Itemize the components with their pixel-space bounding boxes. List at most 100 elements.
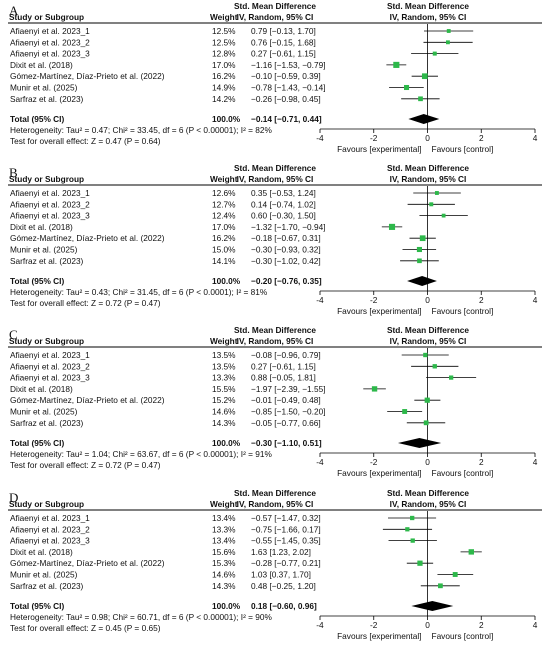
x-tick-label: -2 <box>370 457 378 467</box>
study-name: Afiaenyi et al. 2023_2 <box>10 199 90 209</box>
smd-method-header: IV, Random, 95% CI <box>237 12 314 22</box>
study-weight: 14.3% <box>212 581 236 591</box>
study-point <box>432 364 437 369</box>
study-point <box>446 29 451 33</box>
heterogeneity-stats: Heterogeneity: Tau² = 0.43; Chi² = 31.45… <box>10 287 268 297</box>
x-tick-label: 4 <box>533 295 538 305</box>
x-tick-label: -2 <box>370 620 378 630</box>
study-smd-ci: −0.85 [−1.50, −0.20] <box>251 407 326 417</box>
plot-method-header: IV, Random, 95% CI <box>390 336 467 346</box>
study-point <box>388 223 396 230</box>
x-tick-label: 0 <box>425 295 430 305</box>
study-point <box>410 515 415 521</box>
study-point <box>402 409 408 414</box>
study-smd-ci: 0.60 [−0.30, 1.50] <box>251 211 316 221</box>
study-name: Afiaenyi et al. 2023_1 <box>10 188 90 198</box>
study-point <box>418 96 423 102</box>
weight-column-header: Weight <box>210 499 238 509</box>
study-column-header: Study or Subgroup <box>9 12 84 22</box>
study-point <box>393 61 400 68</box>
x-tick-label: 2 <box>479 133 484 143</box>
pooled-diamond <box>397 438 442 448</box>
study-name: Gómez-Martínez, Díaz-Prieto et al. (2022… <box>10 558 165 568</box>
study-smd-ci: −1.97 [−2.39, −1.55] <box>251 384 326 394</box>
favours-control-label: Favours [control] <box>432 631 494 641</box>
favours-experimental-label: Favours [experimental] <box>337 468 421 478</box>
x-tick-label: 2 <box>479 295 484 305</box>
favours-control-label: Favours [control] <box>432 468 494 478</box>
favours-control-label: Favours [control] <box>432 144 494 154</box>
study-smd-ci: 0.79 [−0.13, 1.70] <box>251 26 316 36</box>
total-smd-ci: −0.20 [−0.76, 0.35] <box>251 276 322 286</box>
study-point <box>421 73 428 80</box>
pooled-diamond <box>411 601 454 611</box>
total-smd-ci: 0.18 [−0.60, 0.96] <box>251 601 317 611</box>
study-name: Afiaenyi et al. 2023_2 <box>10 37 90 47</box>
study-weight: 17.0% <box>212 222 236 232</box>
study-name: Afiaenyi et al. 2023_1 <box>10 350 90 360</box>
x-tick-label: 0 <box>425 620 430 630</box>
study-name: Afiaenyi et al. 2023_2 <box>10 524 90 534</box>
study-name: Sarfraz et al. (2023) <box>10 256 84 266</box>
forest-panel-d: D Std. Mean Difference Std. Mean Differenc… <box>8 488 542 641</box>
plot-method-header: IV, Random, 95% CI <box>390 499 467 509</box>
study-point <box>441 213 446 218</box>
heterogeneity-stats: Heterogeneity: Tau² = 0.47; Chi² = 33.45… <box>10 125 273 135</box>
study-weight: 15.3% <box>212 558 236 568</box>
study-weight: 12.6% <box>212 188 236 198</box>
study-smd-ci: −0.18 [−0.67, 0.31] <box>251 233 321 243</box>
overall-effect-test: Test for overall effect: Z = 0.47 (P = 0… <box>10 136 161 146</box>
study-smd-ci: −0.28 [−0.77, 0.21] <box>251 558 321 568</box>
study-weight: 12.4% <box>212 211 236 221</box>
total-label: Total (95% CI) <box>10 438 64 448</box>
study-name: Gómez-Martínez, Díaz-Prieto et al. (2022… <box>10 233 165 243</box>
study-name: Afiaenyi et al. 2023_2 <box>10 361 90 371</box>
study-column-header: Study or Subgroup <box>9 499 84 509</box>
total-weight: 100.0% <box>212 276 241 286</box>
x-tick-label: 2 <box>479 457 484 467</box>
study-point <box>432 51 437 56</box>
overall-effect-test: Test for overall effect: Z = 0.72 (P = 0… <box>10 298 161 308</box>
x-tick-label: 4 <box>533 620 538 630</box>
study-smd-ci: −0.10 [−0.59, 0.39] <box>251 71 321 81</box>
x-tick-label: -4 <box>316 457 324 467</box>
study-point <box>424 397 430 403</box>
study-name: Sarfraz et al. (2023) <box>10 581 84 591</box>
study-smd-ci: −0.30 [−1.02, 0.42] <box>251 256 321 266</box>
study-smd-ci: −0.26 [−0.98, 0.45] <box>251 94 321 104</box>
study-smd-ci: −0.08 [−0.96, 0.79] <box>251 350 321 360</box>
study-smd-ci: 0.88 [−0.05, 1.81] <box>251 373 316 383</box>
study-smd-ci: 0.35 [−0.53, 1.24] <box>251 188 316 198</box>
study-point <box>446 40 450 45</box>
heterogeneity-stats: Heterogeneity: Tau² = 1.04; Chi² = 63.67… <box>10 449 273 459</box>
study-point <box>434 191 439 195</box>
study-smd-ci: 0.14 [−0.74, 1.02] <box>251 199 316 209</box>
study-smd-ci: 0.27 [−0.61, 1.15] <box>251 361 316 371</box>
study-point <box>468 549 475 555</box>
total-weight: 100.0% <box>212 438 241 448</box>
study-name: Sarfraz et al. (2023) <box>10 418 84 428</box>
forest-panel-a: A Std. Mean Difference Std. Mean Differenc… <box>8 1 542 154</box>
study-point <box>423 420 429 426</box>
x-tick-label: 2 <box>479 620 484 630</box>
study-column-header: Study or Subgroup <box>9 174 84 184</box>
study-weight: 16.2% <box>212 233 236 243</box>
forest-panel-c: C Std. Mean Difference Std. Mean Differenc… <box>8 325 542 478</box>
total-weight: 100.0% <box>212 114 241 124</box>
smd-plot-title: Std. Mean Difference <box>387 325 469 335</box>
study-smd-ci: 0.76 [−0.15, 1.68] <box>251 37 316 47</box>
x-tick-label: -4 <box>316 620 324 630</box>
smd-plot-title: Std. Mean Difference <box>387 1 469 11</box>
study-weight: 12.5% <box>212 37 236 47</box>
study-name: Afiaenyi et al. 2023_3 <box>10 373 90 383</box>
forest-panel-b: B Std. Mean Difference Std. Mean Differenc… <box>8 163 542 316</box>
study-point <box>452 572 458 577</box>
study-name: Gómez-Martínez, Díaz-Prieto et al. (2022… <box>10 395 165 405</box>
panel-letter: A <box>9 3 19 18</box>
total-smd-ci: −0.30 [−1.10, 0.51] <box>251 438 322 448</box>
x-tick-label: -4 <box>316 295 324 305</box>
study-point <box>449 375 454 380</box>
study-point <box>419 235 426 242</box>
x-tick-label: -4 <box>316 133 324 143</box>
study-name: Gómez-Martínez, Díaz-Prieto et al. (2022… <box>10 71 165 81</box>
